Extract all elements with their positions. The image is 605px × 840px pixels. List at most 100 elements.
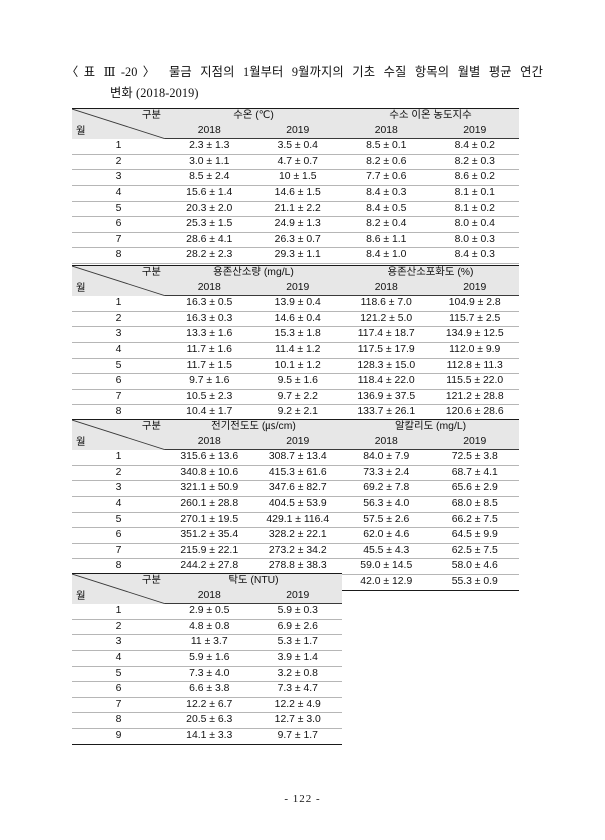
- data-cell: 8.4 ± 1.0: [342, 247, 431, 264]
- month-cell: 7: [72, 697, 165, 714]
- data-cell: 8.4 ± 0.3: [430, 247, 520, 264]
- data-cell: 118.4 ± 22.0: [342, 373, 431, 390]
- data-cell: 260.1 ± 28.8: [165, 496, 254, 513]
- data-cell: 8.1 ± 0.1: [430, 185, 520, 202]
- year-header-1: 2018: [165, 280, 254, 297]
- month-cell: 1: [72, 603, 165, 620]
- table-row: 5 7.3 ± 4.0 3.2 ± 0.8: [72, 666, 342, 683]
- table-row: 8 20.5 ± 6.3 12.7 ± 3.0: [72, 712, 342, 729]
- year-header-3: 2018: [342, 434, 431, 451]
- header-label-gubun: 구분: [141, 421, 161, 432]
- table-water-temp-ph: 구분 월 수온 (℃) 수소 이온 농도지수 2018 2019 2018 2019 1 2.3 …: [72, 107, 520, 280]
- corner-diagonal-line: [72, 574, 165, 604]
- month-cell: 6: [72, 216, 165, 233]
- data-cell: 215.9 ± 22.1: [165, 543, 254, 560]
- data-cell: 16.3 ± 0.5: [165, 295, 254, 312]
- table-row: 2 340.8 ± 10.6 415.3 ± 61.6 73.3 ± 2.4 68.7 …: [72, 465, 520, 482]
- data-cell: 270.1 ± 19.5: [165, 512, 254, 529]
- header-label-wol: 월: [76, 125, 86, 137]
- month-cell: 6: [72, 681, 165, 698]
- data-cell: 13.3 ± 1.6: [165, 326, 254, 343]
- data-cell: 8.5 ± 0.1: [342, 138, 431, 155]
- month-cell: 5: [72, 666, 165, 683]
- table-row: 4 15.6 ± 1.4 14.6 ± 1.5 8.4 ± 0.3 8.1 ± 0.1: [72, 185, 520, 202]
- table-row: 2 4.8 ± 0.8 6.9 ± 2.6: [72, 619, 342, 636]
- table-row: 5 270.1 ± 19.5 429.1 ± 116.4 57.5 ± 2.6 66.2…: [72, 512, 520, 529]
- data-cell: 56.3 ± 4.0: [342, 496, 431, 513]
- data-cell: 84.0 ± 7.9: [342, 449, 431, 466]
- data-cell: 14.6 ± 0.4: [253, 311, 342, 328]
- table-row: 8 28.2 ± 2.3 29.3 ± 1.1 8.4 ± 1.0 8.4 ± 0.3: [72, 247, 520, 264]
- data-cell: 15.3 ± 1.8: [253, 326, 342, 343]
- table-row: 3 11 ± 3.7 5.3 ± 1.7: [72, 634, 342, 651]
- data-cell: 429.1 ± 116.4: [253, 512, 343, 529]
- data-cell: 29.3 ± 1.1: [253, 247, 343, 264]
- table-row: 3 8.5 ± 2.4 10 ± 1.5 7.7 ± 0.6 8.6 ± 0.2: [72, 169, 520, 186]
- data-cell: 9.5 ± 1.6: [253, 373, 342, 390]
- data-cell: 3.9 ± 1.4: [253, 650, 342, 667]
- data-cell: 328.2 ± 22.1: [253, 527, 343, 544]
- data-cell: 404.5 ± 53.9: [253, 496, 343, 513]
- header-label-gubun: 구분: [141, 110, 161, 121]
- data-cell: 115.7 ± 2.5: [430, 311, 519, 328]
- table-row: 2 3.0 ± 1.1 4.7 ± 0.7 8.2 ± 0.6 8.2 ± 0.3: [72, 154, 520, 171]
- table-row: 6 351.2 ± 35.4 328.2 ± 22.1 62.0 ± 4.6 64.5 …: [72, 527, 520, 544]
- month-cell: 5: [72, 358, 165, 375]
- table-row: 7 12.2 ± 6.7 12.2 ± 4.9: [72, 697, 342, 714]
- corner-diagonal-line: [72, 420, 165, 450]
- data-cell: 4.8 ± 0.8: [165, 619, 254, 636]
- header-label-gubun: 구분: [141, 267, 161, 278]
- table-row: 4 11.7 ± 1.6 11.4 ± 1.2 117.5 ± 17.9 112.0 ±…: [72, 342, 519, 359]
- data-cell: 6.9 ± 2.6: [253, 619, 342, 636]
- data-cell: 42.0 ± 12.9: [342, 574, 431, 591]
- data-cell: 10.1 ± 1.2: [253, 358, 342, 375]
- data-cell: 8.6 ± 1.1: [342, 232, 431, 249]
- header-label-wol: 월: [76, 282, 86, 294]
- data-cell: 14.1 ± 3.3: [165, 728, 254, 745]
- corner-diagonal-line: [72, 109, 165, 139]
- data-cell: 24.9 ± 1.3: [253, 216, 343, 233]
- data-cell: 64.5 ± 9.9: [430, 527, 520, 544]
- year-header-1: 2018: [165, 434, 254, 451]
- data-cell: 340.8 ± 10.6: [165, 465, 254, 482]
- data-cell: 6.6 ± 3.8: [165, 681, 254, 698]
- data-cell: 16.3 ± 0.3: [165, 311, 254, 328]
- month-cell: 6: [72, 527, 165, 544]
- data-cell: 321.1 ± 50.9: [165, 480, 254, 497]
- month-cell: 1: [72, 295, 165, 312]
- data-cell: 5.9 ± 1.6: [165, 650, 254, 667]
- group-header-1: 전기전도도 (㎲/cm): [165, 418, 343, 435]
- table-caption: 〈표 Ⅲ-20〉 물금 지점의 1월부터 9월까지의 기초 수질 항목의 월별 …: [66, 62, 546, 104]
- month-cell: 3: [72, 480, 165, 497]
- data-cell: 117.4 ± 18.7: [342, 326, 431, 343]
- data-cell: 8.4 ± 0.5: [342, 201, 431, 218]
- data-cell: 57.5 ± 2.6: [342, 512, 431, 529]
- data-cell: 65.6 ± 2.9: [430, 480, 520, 497]
- table-do-dosat-wrapper: 구분 월 용존산소량 (mg/L) 용존산소포화도 (%) 2018 2019 2018 20…: [72, 264, 519, 437]
- month-cell: 1: [72, 138, 165, 155]
- data-cell: 3.2 ± 0.8: [253, 666, 342, 683]
- month-cell: 7: [72, 543, 165, 560]
- data-cell: 66.2 ± 7.5: [430, 512, 520, 529]
- data-cell: 8.5 ± 2.4: [165, 169, 254, 186]
- month-cell: 7: [72, 389, 165, 406]
- table-row: 2 16.3 ± 0.3 14.6 ± 0.4 121.2 ± 5.0 115.7 ± …: [72, 311, 519, 328]
- data-cell: 104.9 ± 2.8: [430, 295, 519, 312]
- table-row: 1 2.9 ± 0.5 5.9 ± 0.3: [72, 603, 342, 620]
- table-row: 3 13.3 ± 1.6 15.3 ± 1.8 117.4 ± 18.7 134.9 ±…: [72, 326, 519, 343]
- month-cell: 2: [72, 619, 165, 636]
- table-row: 8 244.2 ± 27.8 278.8 ± 38.3 59.0 ± 14.5 58.0…: [72, 558, 520, 575]
- header-label-wol: 월: [76, 436, 86, 448]
- data-cell: 8.0 ± 0.3: [430, 232, 520, 249]
- data-cell: 5.9 ± 0.3: [253, 603, 342, 620]
- data-cell: 112.0 ± 9.9: [430, 342, 519, 359]
- data-cell: 117.5 ± 17.9: [342, 342, 431, 359]
- data-cell: 8.2 ± 0.4: [342, 216, 431, 233]
- data-cell: 20.5 ± 6.3: [165, 712, 254, 729]
- month-cell: 9: [72, 728, 165, 745]
- year-header-3: 2018: [342, 280, 431, 297]
- month-cell: 7: [72, 232, 165, 249]
- data-cell: 9.7 ± 1.7: [253, 728, 342, 745]
